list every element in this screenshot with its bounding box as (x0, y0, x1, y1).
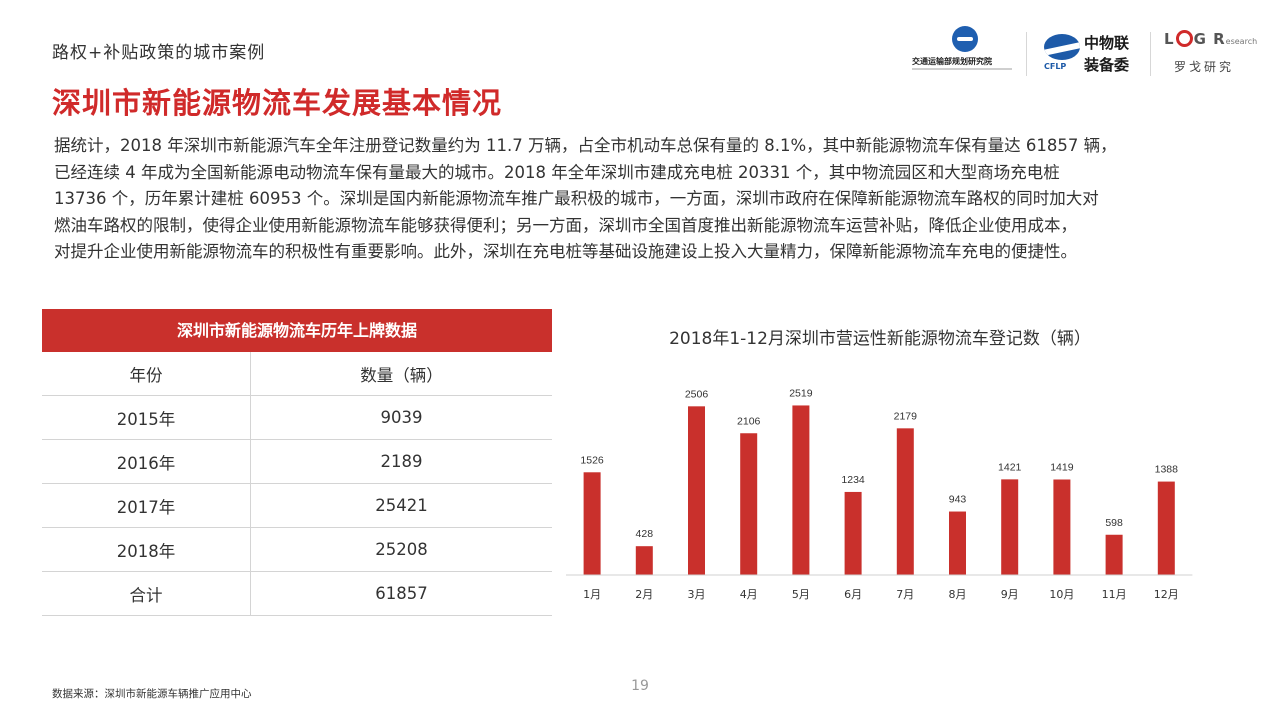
data-source-note: 数据来源：深圳市新能源车辆推广应用中心 (52, 688, 252, 700)
registration-table: 深圳市新能源物流车历年上牌数据 年份 数量（辆） 2015年 9039 2016… (42, 309, 552, 616)
page-number: 19 (631, 678, 649, 694)
logr-research-logo-text: 罗戈研究 (1174, 60, 1235, 74)
chart-x-tick-label: 7月 (896, 588, 914, 601)
chart-data-label: 2519 (789, 387, 813, 399)
year-cell: 2016年 (42, 439, 251, 484)
section-subtitle: 路权+补贴政策的城市案例 (52, 43, 266, 63)
count-cell: 9039 (250, 395, 552, 440)
chart-data-label: 1234 (841, 474, 865, 486)
chart-x-tick-label: 11月 (1102, 588, 1127, 601)
chart-data-label: 943 (949, 494, 967, 506)
cflp-logo-abbr: CFLP (1044, 62, 1067, 71)
count-cell: 2189 (250, 439, 552, 484)
paragraph-line: 13736 个，历年累计建桩 60953 个。深圳是国内新能源物流车推广最积极的… (54, 189, 1099, 208)
chart-bar (844, 491, 862, 575)
intro-paragraph: 据统计，2018 年深圳市新能源汽车全年注册登记数量约为 11.7 万辆，占全市… (54, 133, 1234, 266)
chart-data-label: 428 (636, 528, 654, 540)
chart-bar (1157, 481, 1175, 575)
chart-x-tick-label: 2月 (635, 588, 653, 601)
chart-x-tick-label: 4月 (740, 588, 758, 601)
chart-bar (583, 472, 601, 575)
chart-bar (896, 428, 914, 575)
chart-bar (792, 405, 810, 575)
chart-bar (688, 406, 705, 575)
chart-bar (1053, 479, 1071, 575)
chart-x-tick-label: 3月 (688, 588, 706, 601)
chart-data-label: 2106 (737, 415, 761, 427)
year-cell: 2017年 (42, 483, 251, 528)
chart-x-tick-label: 8月 (949, 588, 967, 601)
chart-bar (635, 546, 653, 575)
table-title: 深圳市新能源物流车历年上牌数据 (42, 309, 552, 352)
logo-divider (1150, 32, 1151, 76)
chart-title: 2018年1-12月深圳市营运性新能源物流车登记数（辆） (669, 329, 1091, 349)
chart-x-tick-label: 12月 (1154, 588, 1179, 601)
total-count-cell: 61857 (250, 571, 552, 616)
chart-x-tick-label: 10月 (1049, 588, 1074, 601)
cflp-logo-text-line1: 中物联 (1084, 34, 1130, 52)
year-cell: 2015年 (42, 395, 251, 440)
chart-x-tick-label: 1月 (583, 588, 601, 601)
table-row: 2015年 9039 (42, 395, 552, 440)
chart-bar (1105, 534, 1123, 575)
cflp-logo-icon (1044, 34, 1080, 60)
transport-institute-logo-icon (952, 26, 978, 52)
chart-x-tick-label: 6月 (844, 588, 862, 601)
chart-data-label: 1419 (1050, 461, 1074, 473)
logo-divider (1026, 32, 1027, 76)
table-row-total: 合计 61857 (42, 571, 552, 616)
table-row: 2016年 2189 (42, 439, 552, 484)
chart-bar (949, 511, 966, 575)
paragraph-line: 据统计，2018 年深圳市新能源汽车全年注册登记数量约为 11.7 万辆，占全市… (54, 136, 1117, 155)
paragraph-line: 已经连续 4 年成为全国新能源电动物流车保有量最大的城市。2018 年全年深圳市… (54, 162, 1060, 182)
chart-data-label: 1388 (1155, 464, 1179, 476)
paragraph-line: 燃油车路权的限制，使得企业使用新能源物流车能够获得便利；另一方面，深圳市全国首度… (54, 215, 1077, 235)
cflp-logo-text-line2: 装备委 (1084, 56, 1130, 74)
table-header-row: 年份 数量（辆） (42, 352, 552, 396)
chart-bar (1001, 479, 1019, 575)
chart-data-label: 1526 (580, 454, 604, 466)
table-body: 年份 数量（辆） 2015年 9039 2016年 2189 2017年 254… (42, 352, 552, 616)
table-row: 2017年 25421 (42, 483, 552, 528)
chart-data-label: 598 (1105, 517, 1123, 529)
monthly-registration-bar-chart: 1526 1月 428 2月 2506 3月 2106 4月 2519 5月 1234 6月 2179 7… (566, 387, 1193, 601)
table-row: 2018年 25208 (42, 527, 552, 572)
column-header-year: 年份 (42, 352, 251, 396)
chart-x-tick-label: 9月 (1001, 588, 1019, 601)
transport-institute-logo-subtext (912, 68, 1012, 70)
chart-data-label: 2506 (685, 388, 709, 400)
column-header-count: 数量（辆） (250, 352, 552, 396)
total-label-cell: 合计 (42, 571, 251, 616)
chart-bar (740, 433, 758, 575)
chart-x-tick-label: 5月 (792, 588, 810, 601)
page-title: 深圳市新能源物流车发展基本情况 (52, 86, 503, 120)
transport-institute-logo-text: 交通运输部规划研究院 (912, 57, 992, 66)
count-cell: 25208 (250, 527, 552, 572)
chart-data-label: 1421 (998, 461, 1022, 473)
year-cell: 2018年 (42, 527, 251, 572)
paragraph-line: 对提升企业使用新能源物流车的积极性有重要影响。此外，深圳在充电桩等基础设施建设上… (54, 242, 1077, 261)
chart-data-label: 2179 (894, 410, 918, 422)
count-cell: 25421 (250, 483, 552, 528)
